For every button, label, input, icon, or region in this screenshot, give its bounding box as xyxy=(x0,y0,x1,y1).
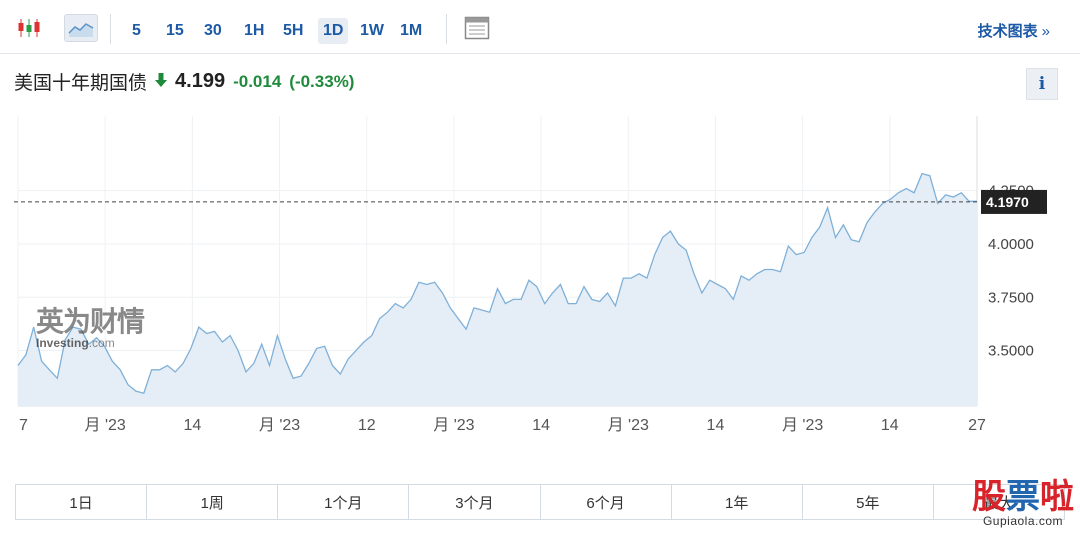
watermark-brand: Investing xyxy=(36,336,89,350)
range-1y[interactable]: 1年 xyxy=(672,485,803,519)
area-chart-icon[interactable] xyxy=(64,14,98,42)
logo-char-3: 啦 xyxy=(1040,477,1074,517)
info-button[interactable]: i xyxy=(1026,68,1058,100)
timeframe-1d[interactable]: 1D xyxy=(318,18,349,44)
toolbar-separator xyxy=(446,14,447,44)
table-view-icon[interactable] xyxy=(462,14,492,42)
range-selector: 1日 1周 1个月 3个月 6个月 1年 5年 最大 xyxy=(15,484,1065,520)
quote-header: 美国十年期国债 4.199 -0.014 (-0.33%) xyxy=(14,68,354,95)
x-tick-label: 14 xyxy=(707,417,725,434)
current-price-label: 4.1970 xyxy=(986,194,1029,210)
x-tick-label: 月 '23 xyxy=(259,417,300,434)
timeframe-30[interactable]: 30 xyxy=(204,22,222,39)
y-tick-label: 3.7500 xyxy=(988,289,1034,306)
x-tick-label: 月 '23 xyxy=(85,417,126,434)
x-tick-label: 月 '23 xyxy=(433,417,474,434)
timeframe-1h[interactable]: 1H xyxy=(244,22,265,39)
watermark-cn: 英为财情 xyxy=(36,306,145,337)
chart-toolbar: 5 15 30 1H 5H 1D 1W 1M 技术图表» xyxy=(0,0,1080,54)
x-tick-label: 14 xyxy=(532,417,550,434)
toolbar-separator xyxy=(110,14,111,44)
chevron-right-icon: » xyxy=(1041,23,1050,40)
instrument-name: 美国十年期国债 xyxy=(14,73,148,94)
range-max[interactable]: 最大 xyxy=(983,494,1014,512)
price-change: -0.014 xyxy=(233,71,282,91)
watermark-domain: .com xyxy=(88,336,115,350)
site-logo: 股票啦 Gupiaola.com xyxy=(972,478,1074,528)
range-5y[interactable]: 5年 xyxy=(803,485,934,519)
current-price-box xyxy=(981,189,1047,214)
investing-watermark: 英为财情 Investing.com xyxy=(36,300,145,350)
range-1w[interactable]: 1周 xyxy=(147,485,279,519)
x-tick-label: 27 xyxy=(968,417,986,434)
y-tick-label: 4.0000 xyxy=(988,236,1034,253)
x-tick-label: 月 '23 xyxy=(608,417,649,434)
candlestick-icon[interactable] xyxy=(14,14,44,42)
y-tick-label: 3.5000 xyxy=(988,343,1034,360)
logo-char-1: 股 xyxy=(972,477,1006,517)
logo-domain: Gupiaola.com xyxy=(982,514,1064,528)
range-1d[interactable]: 1日 xyxy=(16,485,148,519)
x-tick-label: 14 xyxy=(183,417,201,434)
range-1m[interactable]: 1个月 xyxy=(278,485,410,519)
tech-chart-label: 技术图表 xyxy=(977,23,1038,40)
x-tick-label: 7 xyxy=(19,417,28,434)
price-change-percent: (-0.33%) xyxy=(289,71,355,91)
logo-char-2: 票 xyxy=(1006,477,1040,517)
x-tick-label: 12 xyxy=(358,417,376,434)
price-line xyxy=(17,172,977,394)
x-tick-label: 月 '23 xyxy=(782,417,823,434)
range-6m[interactable]: 6个月 xyxy=(541,485,672,519)
timeframe-1m[interactable]: 1M xyxy=(400,22,423,39)
arrow-down-icon xyxy=(155,73,168,90)
tech-chart-link[interactable]: 技术图表» xyxy=(978,20,1050,41)
x-axis: 7 月 '23 14 月 '23 12 月 '23 14 月 '23 14 月 '23 14 27 xyxy=(19,417,986,434)
timeframe-15[interactable]: 15 xyxy=(166,22,184,39)
timeframe-5h[interactable]: 5H xyxy=(283,22,304,39)
last-price: 4.199 xyxy=(175,70,226,92)
range-3m[interactable]: 3个月 xyxy=(409,485,541,519)
x-tick-label: 14 xyxy=(881,417,899,434)
timeframe-5[interactable]: 5 xyxy=(132,22,141,39)
timeframe-1w[interactable]: 1W xyxy=(360,22,384,39)
